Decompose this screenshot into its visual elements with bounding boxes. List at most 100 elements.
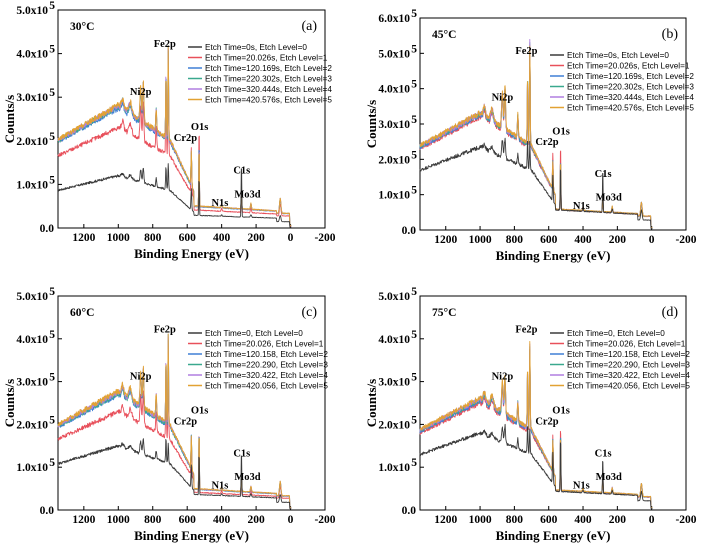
x-tick-label: 600 xyxy=(540,234,558,246)
y-tick-label: 0.0 xyxy=(402,225,417,237)
series-line-1 xyxy=(57,361,292,509)
y-tick-label: 0.0 xyxy=(40,223,55,235)
y-tick-label: 5.0x10 xyxy=(378,291,410,303)
y-tick-exponent: 5 xyxy=(411,185,417,197)
temperature-label: 60°C xyxy=(70,307,94,319)
legend-entry: Etch Time=320.422, Etch Level=4 xyxy=(205,371,328,380)
legend-entry: Etch Time=0, Etch Level=0 xyxy=(205,329,303,338)
y-tick-label: 1.0x10 xyxy=(378,462,410,474)
x-tick-label: 800 xyxy=(506,234,524,246)
series-line-1 xyxy=(57,48,292,227)
series-line-0 xyxy=(57,163,292,228)
legend-entry: Etch Time=420.576s, Etch Level=5 xyxy=(567,104,694,113)
legend-entry: Etch Time=120.158, Etch Level=2 xyxy=(567,350,690,359)
series-line-0 xyxy=(419,137,653,229)
y-tick-exponent: 5 xyxy=(411,372,417,384)
x-tick-label: 200 xyxy=(609,234,627,246)
y-tick-label: 6.0x10 xyxy=(378,13,410,25)
y-axis-label: Counts/s xyxy=(364,100,379,148)
x-tick-label: 0 xyxy=(649,514,655,526)
x-tick-label: 0 xyxy=(288,514,294,526)
peak-label-c1s: C1s xyxy=(233,166,250,177)
peak-label-c1s: C1s xyxy=(595,449,612,460)
x-tick-label: 0 xyxy=(288,232,294,244)
x-tick-label: 1000 xyxy=(469,514,492,526)
series-line-4 xyxy=(419,343,653,509)
y-tick-exponent: 5 xyxy=(49,414,55,426)
x-axis-label: Binding Energy (eV) xyxy=(496,528,611,543)
legend-entry: Etch Time=0s, Etch Level=0 xyxy=(567,51,669,60)
legend-entry: Etch Time=20.026s, Etch Level=1 xyxy=(567,62,690,71)
temperature-label: 75°C xyxy=(432,307,456,319)
peak-label-c1s: C1s xyxy=(233,449,250,460)
y-tick-label: 3.0x10 xyxy=(378,119,410,131)
peak-label-n1s: N1s xyxy=(211,481,228,492)
peak-label-mo3d: Mo3d xyxy=(596,472,622,483)
y-tick-label: 3.0x10 xyxy=(16,377,48,389)
plot-frame xyxy=(57,9,326,229)
y-tick-exponent: 5 xyxy=(411,414,417,426)
x-tick-label: 0 xyxy=(649,234,655,246)
y-tick-label: 4.0x10 xyxy=(16,49,48,61)
y-tick-exponent: 5 xyxy=(411,457,417,469)
legend-entry: Etch Time=220.302s, Etch Level=3 xyxy=(567,83,694,92)
legend-entry: Etch Time=420.056, Etch Level=5 xyxy=(567,382,690,391)
peak-label-ni2p: Ni2p xyxy=(492,93,514,104)
peak-label-ni2p: Ni2p xyxy=(130,371,152,382)
peak-label-fe2p: Fe2p xyxy=(515,324,537,335)
peak-label-mo3d: Mo3d xyxy=(234,189,260,200)
peak-label-c1s: C1s xyxy=(595,169,612,180)
y-tick-label: 0.0 xyxy=(40,505,55,517)
plot-frame xyxy=(419,295,687,511)
y-tick-label: 1.0x10 xyxy=(16,462,48,474)
y-tick-label: 3.0x10 xyxy=(378,377,410,389)
x-tick-label: 600 xyxy=(179,232,197,244)
y-tick-label: 5.0x10 xyxy=(378,48,410,60)
x-tick-label: 400 xyxy=(574,514,592,526)
x-axis-label: Binding Energy (eV) xyxy=(134,246,249,261)
x-tick-label: 1000 xyxy=(469,234,492,246)
y-tick-exponent: 5 xyxy=(49,457,55,469)
y-tick-label: 4.0x10 xyxy=(378,334,410,346)
x-tick-label: -200 xyxy=(675,234,696,246)
legend-entry: Etch Time=220.290, Etch Level=3 xyxy=(567,361,690,370)
y-tick-label: 1.0x10 xyxy=(378,190,410,202)
y-tick-exponent: 5 xyxy=(411,286,417,298)
y-tick-label: 2.0x10 xyxy=(378,419,410,431)
y-tick-label: 0.0 xyxy=(402,505,417,517)
peak-label-cr2p: Cr2p xyxy=(535,416,558,427)
y-tick-label: 5.0x10 xyxy=(16,291,48,303)
peak-label-n1s: N1s xyxy=(211,198,228,209)
peak-label-mo3d: Mo3d xyxy=(596,192,622,203)
x-tick-label: 800 xyxy=(506,514,524,526)
peak-label-cr2p: Cr2p xyxy=(174,133,197,144)
temperature-label: 45°C xyxy=(432,29,456,41)
x-tick-label: 400 xyxy=(213,514,231,526)
peak-label-ni2p: Ni2p xyxy=(492,371,514,382)
peak-label-n1s: N1s xyxy=(573,201,590,212)
y-tick-exponent: 5 xyxy=(411,149,417,161)
y-tick-label: 1.0x10 xyxy=(16,179,48,191)
peak-label-o1s: O1s xyxy=(552,127,570,138)
peak-label-fe2p: Fe2p xyxy=(154,324,176,335)
y-tick-exponent: 5 xyxy=(49,372,55,384)
legend-entry: Etch Time=220.290, Etch Level=3 xyxy=(205,361,328,370)
y-tick-exponent: 5 xyxy=(411,79,417,91)
y-tick-exponent: 5 xyxy=(49,44,55,56)
peak-label-o1s: O1s xyxy=(552,406,570,417)
peak-label-n1s: N1s xyxy=(573,481,590,492)
x-axis-label: Binding Energy (eV) xyxy=(134,528,249,543)
x-tick-label: 600 xyxy=(540,514,558,526)
y-tick-label: 2.0x10 xyxy=(378,154,410,166)
series-line-5 xyxy=(419,340,653,509)
series-line-5 xyxy=(57,45,292,227)
x-tick-label: 200 xyxy=(247,514,265,526)
y-tick-exponent: 5 xyxy=(411,8,417,20)
y-axis-label: Counts/s xyxy=(2,95,17,143)
y-tick-label: 5.0x10 xyxy=(16,5,48,17)
x-tick-label: 600 xyxy=(179,514,197,526)
x-tick-label: -200 xyxy=(675,514,696,526)
